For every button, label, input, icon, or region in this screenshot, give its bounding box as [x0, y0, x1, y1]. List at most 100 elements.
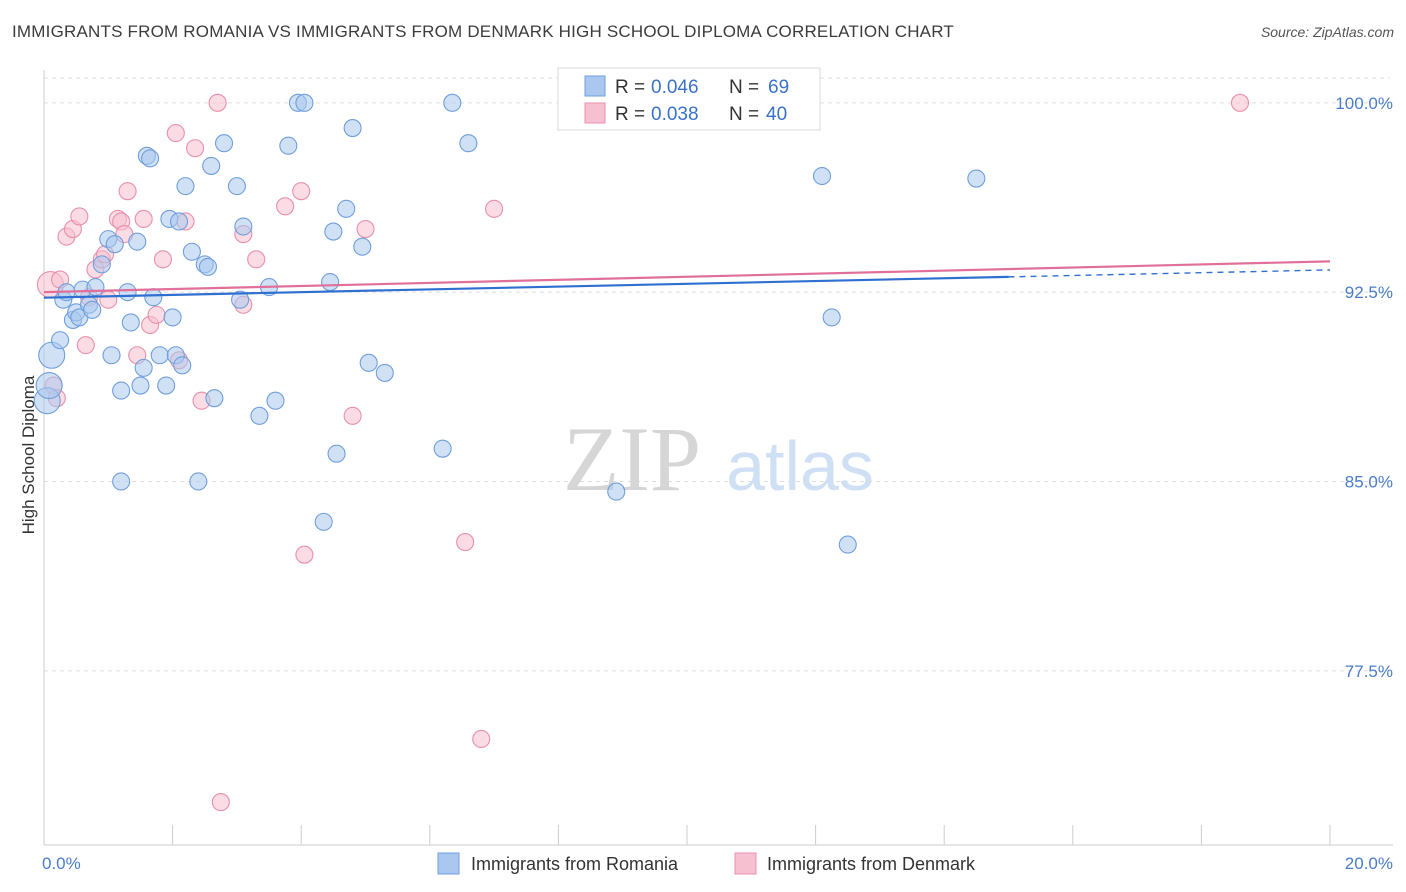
romania-point: [83, 300, 102, 319]
denmark-point: [1230, 93, 1250, 112]
denmark-point: [356, 219, 375, 239]
romania-point: [134, 358, 153, 377]
watermark-zip: ZIP: [563, 408, 701, 510]
romania-series-swatch: [437, 852, 460, 875]
denmark-r-label: R =: [615, 104, 645, 125]
grid-lines: [44, 77, 1390, 672]
denmark-trend-line: [43, 260, 1331, 294]
denmark-point: [99, 290, 118, 309]
romania-point: [112, 381, 131, 400]
denmark-point: [118, 182, 137, 201]
romania-point: [250, 406, 269, 425]
axes: [43, 70, 1393, 846]
x-tick-label-max: 20.0%: [1345, 854, 1393, 873]
denmark-point: [134, 209, 153, 228]
denmark-point: [76, 336, 95, 355]
denmark-n-value: 40: [766, 104, 787, 125]
romania-point: [173, 356, 192, 375]
romania-n-value: 69: [768, 77, 789, 98]
romania-point: [51, 331, 70, 350]
romania-point: [314, 512, 333, 531]
romania-point: [141, 149, 160, 168]
romania-point: [295, 93, 314, 112]
romania-point: [231, 290, 250, 309]
romania-point: [227, 177, 246, 196]
denmark-point: [472, 729, 491, 749]
romania-point: [121, 313, 140, 332]
romania-point: [150, 346, 169, 365]
romania-point: [443, 93, 462, 112]
y-tick-label: 100.0%: [1335, 94, 1393, 113]
denmark-r-value: 0.038: [651, 104, 699, 125]
romania-point: [375, 363, 394, 382]
denmark-legend-swatch: [584, 102, 606, 124]
romania-point: [182, 242, 201, 261]
romania-point: [163, 308, 182, 327]
denmark-point: [343, 406, 362, 425]
watermark: ZIP atlas: [563, 408, 874, 510]
stats-legend: R = 0.046 N = 69 R = 0.038 N = 40: [557, 67, 821, 131]
romania-point: [343, 119, 362, 138]
denmark-point: [456, 533, 475, 552]
denmark-point: [292, 182, 311, 201]
series-legend: Immigrants from Romania Immigrants from …: [437, 852, 976, 875]
romania-point: [131, 376, 150, 395]
denmark-n-label: N =: [729, 104, 759, 125]
romania-point: [324, 222, 343, 241]
romania-point: [337, 199, 356, 218]
romania-r-label: R =: [615, 77, 645, 98]
romania-point: [35, 372, 63, 400]
romania-trend-extension: [1008, 269, 1331, 278]
source-credit: Source: ZipAtlas.com: [1260, 24, 1394, 40]
romania-point: [459, 134, 478, 153]
y-tick-label: 77.5%: [1345, 662, 1393, 681]
romania-legend-swatch: [584, 75, 606, 97]
denmark-point: [147, 305, 166, 324]
denmark-point: [485, 199, 504, 218]
romania-point: [118, 283, 137, 302]
y-tick-label: 85.0%: [1345, 472, 1393, 491]
romania-point: [607, 482, 626, 501]
romania-points: [33, 93, 986, 554]
romania-point: [359, 353, 378, 372]
denmark-point: [186, 139, 205, 158]
romania-point: [967, 169, 986, 188]
romania-point: [838, 535, 857, 554]
denmark-point: [208, 93, 227, 112]
romania-r-value: 0.046: [651, 77, 699, 98]
romania-point: [321, 273, 340, 292]
romania-point: [353, 237, 372, 256]
romania-point: [327, 444, 346, 463]
romania-point: [812, 166, 832, 186]
romania-point: [128, 232, 147, 251]
y-tick-label: 92.5%: [1345, 283, 1393, 302]
romania-point: [86, 278, 105, 297]
romania-point: [176, 177, 195, 196]
romania-point: [169, 212, 189, 231]
romania-point: [157, 376, 176, 395]
y-tick-labels: 77.5% 85.0% 92.5% 100.0%: [1335, 94, 1393, 681]
romania-trend-line: [43, 275, 1009, 299]
denmark-series-swatch: [734, 852, 757, 875]
romania-point: [234, 217, 253, 236]
romania-point: [214, 134, 234, 153]
x-tick-labels: 0.0% 20.0%: [42, 854, 1393, 873]
denmark-point: [70, 207, 89, 226]
romania-point: [205, 389, 224, 408]
x-tick-label-min: 0.0%: [42, 854, 81, 873]
romania-series-label: Immigrants from Romania: [471, 854, 679, 874]
romania-point: [112, 472, 131, 491]
romania-point: [266, 391, 285, 410]
romania-point: [105, 235, 124, 254]
denmark-point: [295, 545, 314, 564]
denmark-point: [153, 250, 173, 269]
denmark-point: [247, 250, 266, 269]
denmark-point: [276, 197, 295, 216]
romania-point: [198, 257, 218, 276]
romania-point: [202, 156, 221, 175]
romania-point: [433, 439, 452, 458]
romania-point: [189, 472, 208, 491]
romania-n-label: N =: [729, 77, 759, 98]
romania-point: [92, 255, 111, 274]
